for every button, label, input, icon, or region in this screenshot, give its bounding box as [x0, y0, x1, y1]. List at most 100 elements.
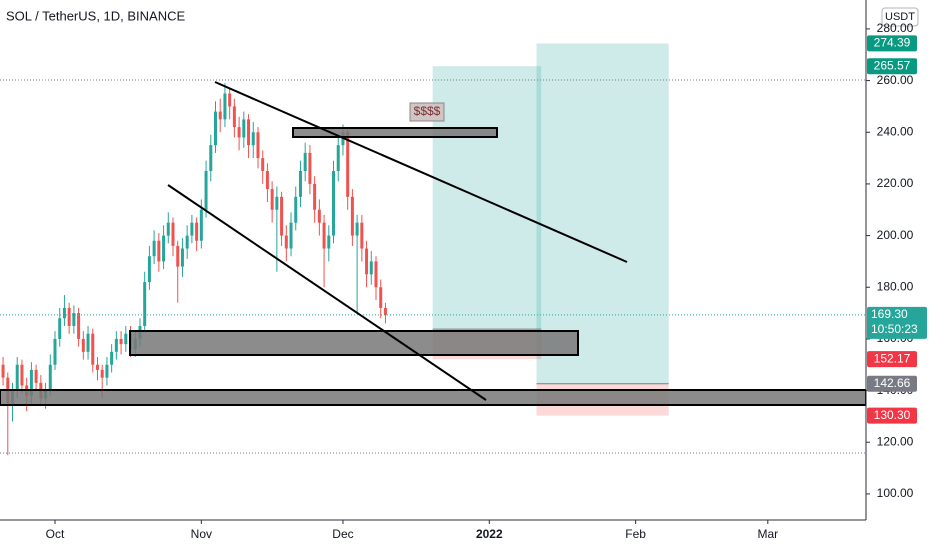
- profit-zone: [432, 66, 542, 330]
- price-tag: [867, 407, 917, 424]
- candle-body: [350, 196, 354, 236]
- x-tick-label: Nov: [191, 527, 212, 541]
- candle-body: [374, 261, 378, 288]
- candle-body: [100, 369, 104, 378]
- candle-body: [72, 313, 76, 327]
- candle-body: [327, 235, 331, 249]
- candle-body: [48, 364, 52, 391]
- candle-body: [383, 307, 387, 315]
- candle-body: [313, 183, 317, 210]
- candle-body: [152, 240, 156, 257]
- chart-title: SOL / TetherUS, 1D, BINANCE: [6, 8, 186, 23]
- candle-body: [124, 333, 128, 345]
- profit-zone: [536, 43, 669, 384]
- candle-body: [223, 93, 227, 120]
- candle-body: [317, 209, 321, 223]
- candle-body: [180, 248, 184, 267]
- candle-body: [213, 111, 217, 146]
- candle-body: [365, 248, 369, 275]
- x-tick-label: Oct: [46, 527, 65, 541]
- candle-body: [29, 369, 33, 396]
- candle-body: [91, 333, 95, 365]
- candle-body: [110, 351, 114, 365]
- candle-body: [232, 106, 236, 128]
- candle-body: [171, 222, 175, 246]
- price-tag: [867, 351, 917, 368]
- drawings-top: $$$$: [0, 81, 867, 406]
- price-tag: [867, 375, 917, 392]
- candle-body: [251, 132, 255, 146]
- x-tick-label: Mar: [757, 527, 778, 541]
- candle-body: [114, 338, 118, 352]
- candle-body: [242, 119, 246, 138]
- y-tick-label: 120.00: [877, 434, 914, 448]
- price-tag-label: 274.39: [874, 36, 911, 50]
- drawings: [0, 79, 866, 454]
- candle-body: [265, 171, 269, 190]
- candle-body: [1, 364, 5, 378]
- candle-body: [77, 313, 81, 339]
- candle-body: [346, 132, 350, 197]
- candle-body: [298, 171, 302, 197]
- candle-body: [289, 222, 293, 249]
- candle-body: [190, 222, 194, 236]
- candle-body: [360, 222, 364, 249]
- last-price-tag: [867, 306, 927, 339]
- price-tag: [867, 58, 917, 75]
- annotation: $$$$: [414, 104, 441, 118]
- candle-body: [199, 209, 203, 241]
- candle-body: [20, 364, 24, 386]
- candle-body: [86, 333, 90, 352]
- trend-line: [167, 184, 487, 401]
- candle-body: [119, 338, 123, 345]
- candle-body: [209, 145, 213, 172]
- candle-body: [256, 132, 260, 159]
- countdown: 10:50:23: [871, 322, 918, 336]
- candle-body: [157, 240, 161, 262]
- candle-body: [228, 93, 232, 107]
- candle-body: [336, 145, 340, 172]
- x-tick-label: Feb: [625, 527, 646, 541]
- currency-box: [881, 7, 919, 27]
- candle-body: [81, 338, 85, 352]
- candle-body: [195, 222, 199, 241]
- candle-body: [355, 222, 359, 236]
- trend-line: [214, 81, 628, 263]
- candle-body: [270, 189, 274, 210]
- candle-body: [53, 338, 57, 365]
- candle-body: [275, 196, 279, 210]
- candle-body: [166, 222, 170, 236]
- candle-body: [379, 287, 383, 308]
- candle-body: [147, 256, 151, 283]
- candle-body: [294, 196, 298, 223]
- y-tick-label: 100.00: [877, 486, 914, 500]
- y-tick-label: 280.00: [877, 21, 914, 35]
- y-tick-label: 220.00: [877, 176, 914, 190]
- candle-body: [34, 369, 38, 383]
- price-tag-label: 130.30: [874, 408, 911, 422]
- candle-body: [332, 171, 336, 236]
- candle-body: [62, 307, 66, 319]
- candle-body: [143, 282, 147, 327]
- candle-body: [58, 318, 62, 339]
- candle-body: [303, 152, 307, 172]
- candle-body: [280, 196, 284, 236]
- candle-body: [322, 222, 326, 249]
- zone-rect: [129, 330, 579, 356]
- y-tick-label: 240.00: [877, 124, 914, 138]
- annotation-box: [409, 102, 445, 122]
- candle-body: [204, 171, 208, 210]
- candle-body: [247, 119, 251, 146]
- candle-body: [185, 235, 189, 249]
- candle-body: [369, 261, 373, 275]
- candle-body: [218, 111, 222, 120]
- zone-rect: [292, 127, 498, 138]
- price-tag: [867, 35, 917, 52]
- y-tick-label: 200.00: [877, 228, 914, 242]
- y-tick-label: 180.00: [877, 279, 914, 293]
- currency: USDT: [885, 11, 915, 23]
- candle-body: [308, 152, 312, 184]
- candle-body: [15, 364, 19, 391]
- price-tag-label: 265.57: [874, 58, 911, 72]
